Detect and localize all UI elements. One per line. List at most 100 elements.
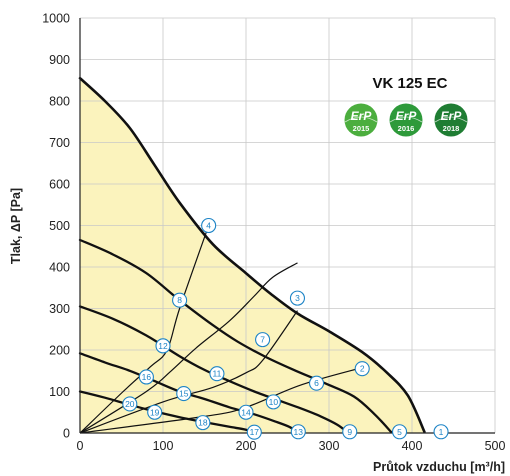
operating-point-6: 6 — [308, 375, 325, 391]
operating-point-14: 14 — [238, 404, 254, 420]
operating-point-label: 6 — [314, 378, 319, 388]
erp-badge-label: ErP — [351, 109, 373, 123]
fan-curve — [78, 76, 426, 434]
operating-point-3: 3 — [289, 290, 306, 306]
operating-point-marker — [201, 217, 217, 234]
operating-point-label: 1 — [439, 427, 444, 437]
operating-point-label: 17 — [250, 427, 260, 437]
operating-point-16: 16 — [138, 369, 154, 385]
fan-curve — [78, 352, 299, 434]
operating-point-label: 15 — [179, 389, 189, 399]
operating-point-8: 8 — [172, 292, 188, 308]
y-tick-label: 400 — [49, 261, 70, 275]
x-tick-label: 300 — [319, 439, 340, 453]
operating-point-marker — [290, 424, 306, 440]
operating-point-marker — [308, 375, 325, 391]
operating-point-marker — [155, 338, 171, 354]
x-tick-label: 100 — [153, 439, 174, 453]
operating-point-marker — [289, 290, 306, 306]
operating-point-label: 10 — [269, 397, 279, 407]
fan-curves — [78, 76, 426, 434]
erp-badge-year: 2016 — [398, 124, 415, 133]
grid-lines — [79, 17, 496, 434]
fan-curve — [78, 238, 393, 434]
y-tick-label: 0 — [63, 427, 70, 441]
operating-point-label: 19 — [150, 407, 160, 417]
operating-point-20: 20 — [122, 396, 138, 412]
y-tick-label: 1000 — [42, 12, 70, 26]
x-tick-label: 0 — [77, 439, 84, 453]
erp-badge-year: 2018 — [443, 124, 460, 133]
operating-point-marker — [122, 396, 138, 412]
operating-point-5: 5 — [391, 424, 408, 440]
erp-badge-circle — [434, 103, 468, 137]
operating-point-marker — [354, 361, 370, 377]
chart-title: VK 125 EC — [372, 75, 447, 92]
operating-point-2: 2 — [354, 361, 370, 377]
operating-point-7: 7 — [255, 332, 271, 348]
erp-badge-label: ErP — [396, 109, 418, 123]
x-tick-label: 400 — [402, 439, 423, 453]
erp-badge-swoosh — [344, 116, 378, 123]
operating-point-marker — [176, 386, 192, 402]
operating-point-label: 2 — [360, 364, 365, 374]
operating-point-label: 3 — [295, 293, 300, 303]
operating-point-marker — [238, 404, 254, 420]
operating-point-label: 8 — [177, 295, 182, 305]
operating-point-12: 12 — [155, 338, 171, 354]
system-curve — [79, 262, 298, 434]
y-tick-label: 500 — [49, 219, 70, 233]
operating-point-marker — [265, 394, 281, 410]
y-tick-label: 900 — [49, 53, 70, 67]
x-axis-title: Průtok vzduchu [m³/h] — [373, 460, 505, 474]
x-tick-label: 500 — [485, 439, 506, 453]
operating-point-marker — [147, 404, 163, 420]
y-tick-label: 600 — [49, 178, 70, 192]
operating-point-marker — [138, 369, 154, 385]
operating-point-label: 13 — [294, 427, 304, 437]
operating-point-marker — [342, 424, 358, 440]
erp-badge-swoosh — [434, 116, 468, 123]
operating-point-label: 7 — [260, 335, 265, 345]
operating-point-marker — [195, 415, 211, 431]
operating-point-13: 13 — [290, 424, 306, 440]
operating-point-marker — [391, 424, 408, 440]
operating-point-marker — [209, 366, 225, 382]
operating-point-10: 10 — [265, 394, 281, 410]
erp-badge-label: ErP — [441, 109, 463, 123]
erp-badge-circle — [344, 103, 378, 137]
tick-labels: 0 100 200 300 400 500 600 700 800 900 1000 0 100 200 3… — [42, 12, 505, 454]
operating-point-marker — [433, 424, 449, 440]
operating-point-label: 18 — [198, 418, 208, 428]
y-tick-label: 100 — [49, 385, 70, 399]
y-tick-label: 200 — [49, 344, 70, 358]
operating-point-17: 17 — [246, 424, 262, 440]
operating-point-9: 9 — [342, 424, 358, 440]
y-tick-label: 300 — [49, 302, 70, 316]
operating-point-marker — [255, 332, 271, 348]
operating-point-19: 19 — [147, 404, 163, 420]
y-tick-label: 700 — [49, 136, 70, 150]
operating-point-label: 4 — [206, 221, 211, 231]
y-axis-title: Tlak, ΔP [Pa] — [9, 188, 23, 264]
erp-badge-swoosh — [389, 116, 423, 123]
erp-badge-year: 2015 — [353, 124, 370, 133]
operating-point-marker — [246, 424, 262, 440]
operating-point-4: 4 — [201, 217, 217, 234]
operating-point-label: 16 — [142, 372, 152, 382]
x-tick-label: 200 — [236, 439, 257, 453]
operating-point-label: 14 — [241, 407, 251, 417]
operating-point-15: 15 — [176, 386, 192, 402]
fan-curve — [78, 305, 349, 434]
fan-curve — [78, 390, 256, 434]
operating-point-1: 1 — [433, 424, 449, 440]
operating-point-11: 11 — [209, 366, 225, 382]
operating-point-marker — [172, 292, 188, 308]
operating-point-label: 5 — [397, 427, 402, 437]
